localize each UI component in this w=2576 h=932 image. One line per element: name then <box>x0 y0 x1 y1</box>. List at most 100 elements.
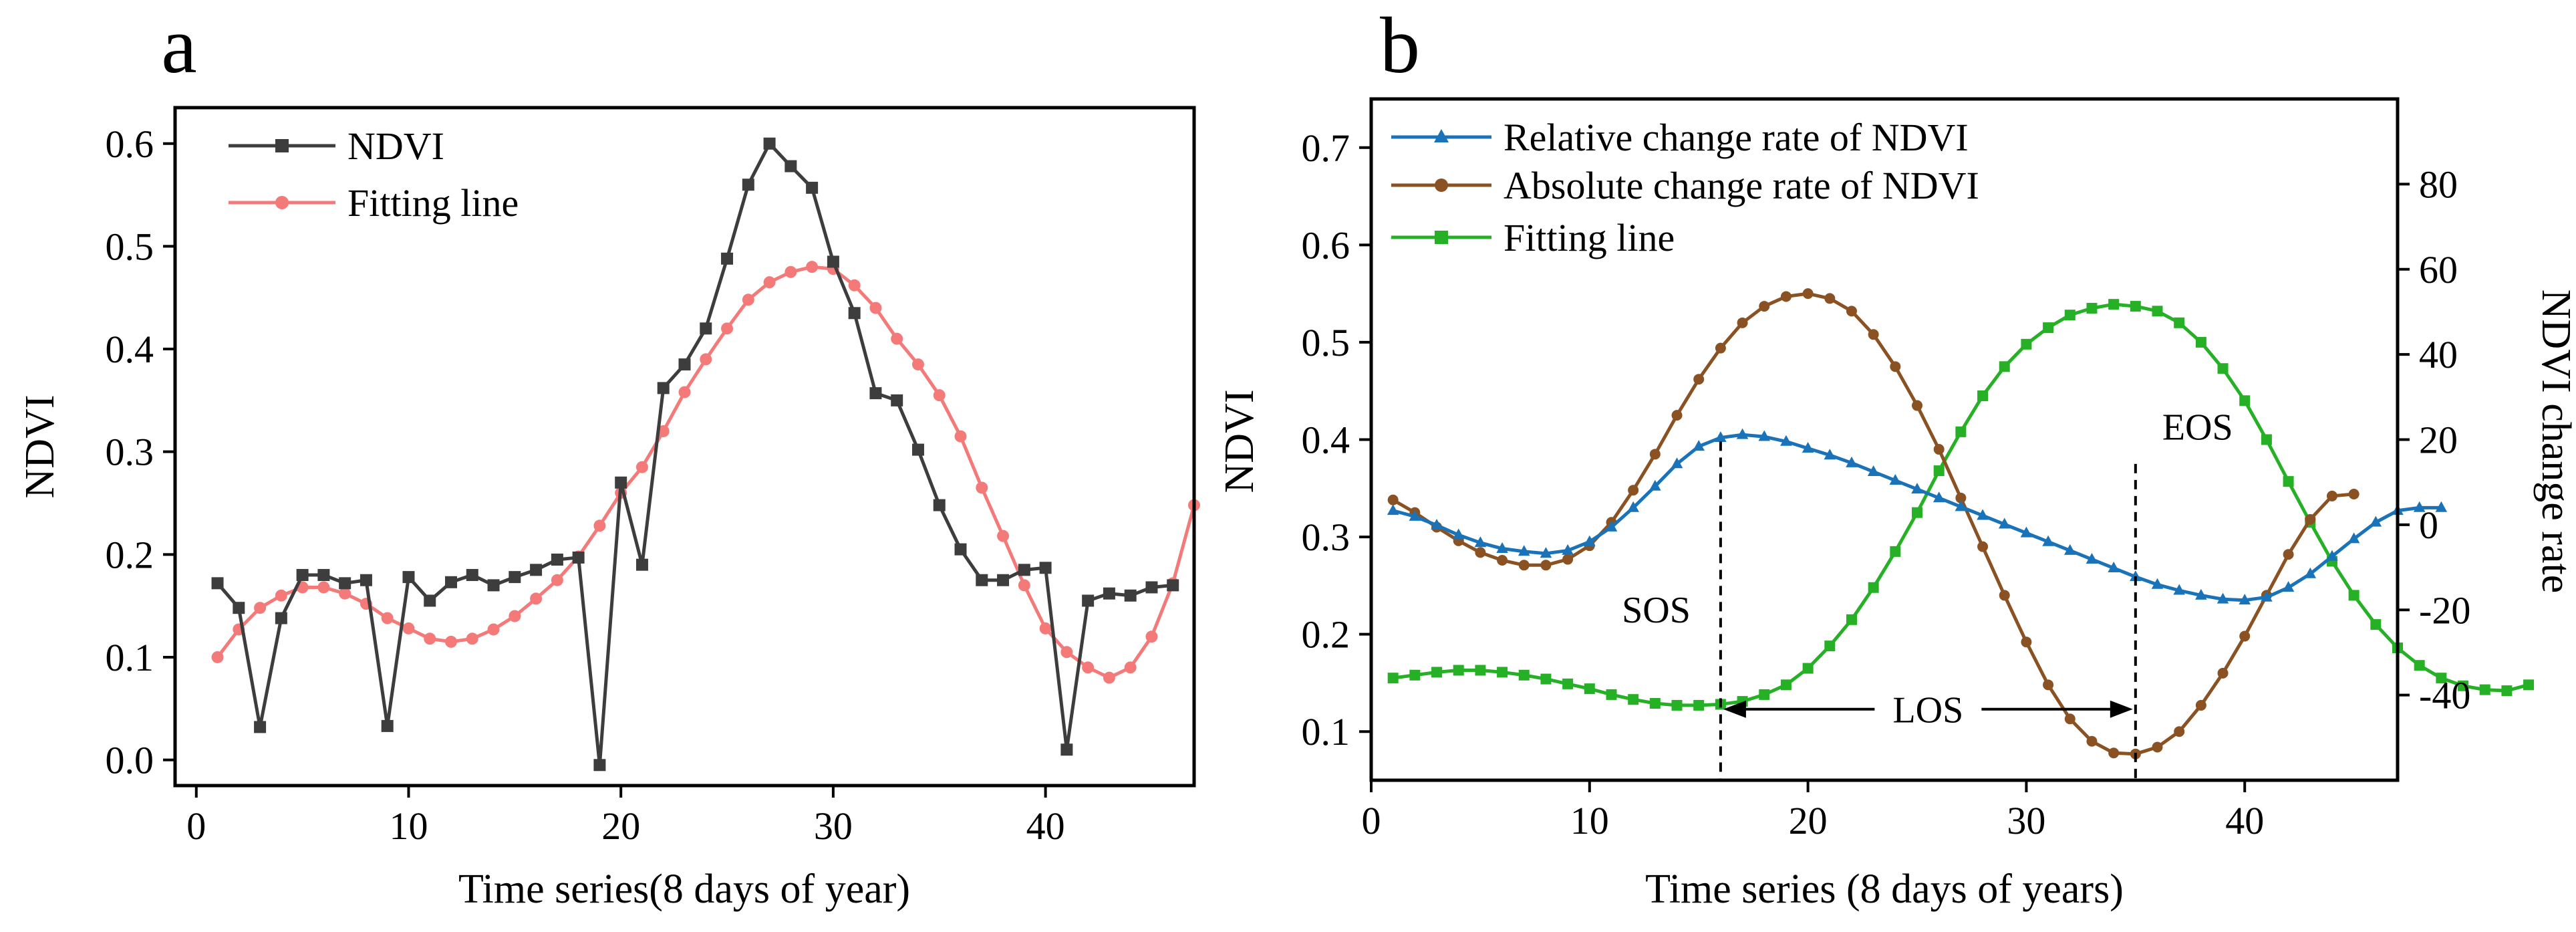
panel-b-y2-tick-label: 40 <box>2419 333 2458 376</box>
panel-b-legend-marker <box>1434 129 1449 142</box>
panel-a-x-tick-label: 0 <box>186 804 206 848</box>
panel-a-data-point <box>657 382 670 394</box>
panel-b-data-point <box>1693 440 1705 451</box>
panel-a-data-point <box>509 571 521 584</box>
panel-b-data-point <box>1518 545 1530 556</box>
panel-b-data-point <box>2261 434 2272 445</box>
panel-a-data-point <box>615 476 627 489</box>
panel-b-data-point <box>1824 293 1836 304</box>
panel-a-data-point <box>976 481 988 494</box>
panel-a-data-point <box>275 589 287 602</box>
panel-b-data-point <box>2063 544 2076 555</box>
los-arrowhead-left <box>1723 700 1746 718</box>
panel-b-data-point <box>2108 562 2120 573</box>
panel-b-y2-tick-label: 20 <box>2419 419 2458 462</box>
panel-a-data-point <box>424 594 436 607</box>
panel-a-data-point <box>466 632 478 645</box>
panel-a-data-point <box>466 569 478 582</box>
panel-a-data-point <box>296 569 309 582</box>
panel-b-data-point <box>1780 679 1792 691</box>
panel-b-legend-marker <box>1435 179 1448 192</box>
panel-b-data-point <box>2064 713 2076 725</box>
panel-a-data-point <box>509 610 521 622</box>
panel-b-data-point <box>1584 535 1596 546</box>
eos-label: EOS <box>2162 407 2233 449</box>
panel-b-data-point <box>2130 301 2141 312</box>
panel-a-data-point <box>700 353 712 366</box>
panel-b-data-point <box>1759 689 1770 700</box>
panel-a-y-tick-label: 0.3 <box>106 431 154 474</box>
panel-a-x-tick-label: 40 <box>1026 804 1065 848</box>
panel-b-data-point <box>1693 699 1705 711</box>
panel-a-data-point <box>848 307 861 320</box>
panel-b-data-point <box>2108 747 2120 759</box>
panel-b-y2-tick-label: 80 <box>2419 162 2458 206</box>
panel-a-data-point <box>445 576 458 588</box>
panel-b-data-point <box>1628 694 1639 705</box>
panel-b-data-point <box>1846 456 1858 467</box>
panel-a-y-tick-label: 0.5 <box>106 225 154 268</box>
panel-b-data-point <box>1649 479 1661 491</box>
panel-b-data-point <box>2086 552 2098 564</box>
panel-b-data-point <box>1999 590 2010 601</box>
panel-b-data-point <box>1846 306 1857 317</box>
panel-a-y-tick-label: 0.2 <box>106 533 154 576</box>
panel-b-y2-tick-label: -20 <box>2419 588 2470 632</box>
panel-a-data-point <box>254 721 267 733</box>
panel-b-letter: b <box>1380 1 1420 90</box>
panel-a-data-point <box>678 358 691 371</box>
panel-b-data-point <box>1758 430 1771 441</box>
panel-a-data-point <box>763 137 776 150</box>
panel-b-data-point <box>1606 689 1617 700</box>
panel-a-legend-marker <box>275 196 289 209</box>
panel-b-data-point <box>2282 581 2295 592</box>
sos-label: SOS <box>1622 590 1691 631</box>
panel-a-data-point <box>1060 646 1073 659</box>
panel-b-data-point <box>1715 431 1727 442</box>
panel-b-data-point <box>1933 444 1945 455</box>
panel-b-y2-tick-label: 60 <box>2419 248 2458 292</box>
panel-b-x-tick-label: 10 <box>1570 799 1609 842</box>
panel-a-series-line <box>216 142 1173 767</box>
panel-b-data-point <box>1933 491 1945 503</box>
panel-b-data-point <box>2348 489 2359 500</box>
panel-a-data-point <box>381 719 394 732</box>
panel-a-data-point <box>997 574 1010 586</box>
panel-a-data-point <box>891 332 903 345</box>
panel-b-data-point <box>1693 374 1705 385</box>
panel-b-y-tick-label: 0.7 <box>1302 126 1350 170</box>
panel-b-data-point <box>1846 614 1857 625</box>
panel-a-data-point <box>551 554 563 566</box>
panel-a-ylabel: NDVI <box>17 395 63 499</box>
panel-a-data-point <box>339 587 351 600</box>
panel-b-data-point <box>2479 684 2490 695</box>
panel-b-data-point <box>1431 667 1443 678</box>
panel-a-data-point <box>806 261 819 273</box>
panel-a-data-point <box>593 519 606 532</box>
panel-b-data-point <box>1890 546 1901 557</box>
panel-a: a 0 10 20 30 40 0.0 0.1 0.2 0.3 0.4 0.5 0.6 Time se… <box>17 1 1200 912</box>
panel-a-data-point <box>593 759 606 772</box>
panel-a-legend-label: NDVI <box>347 124 444 168</box>
panel-a-data-point <box>742 294 754 306</box>
panel-a-data-point <box>848 279 861 292</box>
panel-a-data-point <box>1039 622 1052 634</box>
panel-b-data-point <box>1868 582 1879 593</box>
los-arrowhead-right <box>2110 700 2133 718</box>
panel-a-x-tick-label: 20 <box>601 804 640 848</box>
panel-b-y-tick-label: 0.3 <box>1302 515 1350 559</box>
panel-b-data-point <box>1911 483 1923 494</box>
panel-a-data-point <box>275 612 287 624</box>
panel-a-data-point <box>317 581 330 594</box>
panel-a-data-point <box>551 574 563 586</box>
panel-a-data-point <box>721 322 734 335</box>
panel-a-series <box>211 137 1200 772</box>
panel-a-legend-label: Fitting line <box>347 181 519 225</box>
panel-a-data-point <box>1018 564 1030 576</box>
panel-b-data-point <box>2348 590 2359 601</box>
panel-b-data-point <box>1780 291 1792 302</box>
panel-b-data-point <box>2326 550 2338 561</box>
panel-b-data-point <box>2304 567 2317 578</box>
panel-b-data-point <box>2217 667 2229 679</box>
